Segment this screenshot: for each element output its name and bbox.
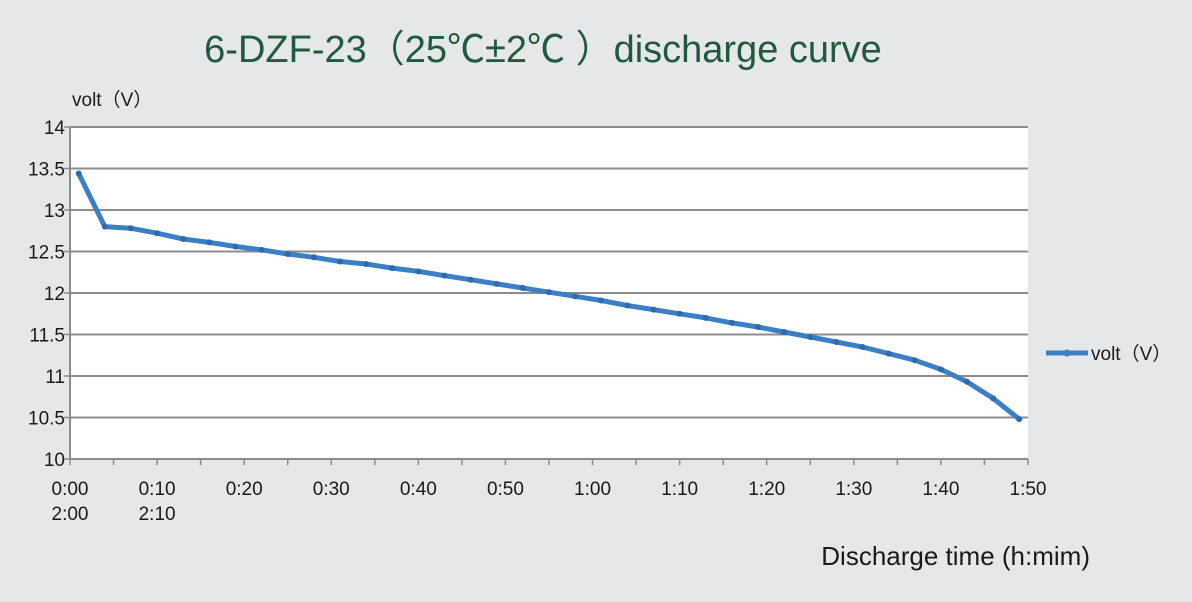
x-tick-label: 0:10: [139, 479, 176, 500]
data-point: [676, 310, 683, 317]
y-tick-label: 13.5: [28, 160, 65, 181]
data-point: [781, 329, 788, 336]
x-axis-ticks: 0:00 2:00 0:10 2:10 0:20 0:30 0:40 0:50 1:00 1:10…: [52, 459, 1047, 525]
data-point: [546, 289, 552, 296]
data-point: [467, 276, 474, 283]
data-point: [755, 324, 762, 331]
legend-marker-swatch: [1063, 349, 1071, 357]
data-point: [441, 272, 448, 279]
x-tick-label: 0:50: [487, 479, 524, 500]
x-tick-label: 1:40: [922, 479, 959, 500]
x-tick-label: 1:20: [748, 479, 785, 500]
chart-title: 6-DZF-23（25℃±2℃ ）discharge curve: [204, 29, 882, 71]
data-point: [75, 170, 82, 177]
data-point: [937, 366, 944, 373]
data-point: [127, 225, 134, 232]
data-point: [336, 258, 343, 265]
y-axis-label: volt（V）: [72, 89, 152, 111]
x-tick-sublabel: 2:00: [52, 504, 89, 525]
data-point: [206, 239, 213, 246]
series-layer: [75, 170, 1023, 423]
x-tick-label: 1:50: [1010, 479, 1047, 500]
data-point: [885, 350, 892, 357]
x-tick-sublabel: 2:10: [139, 504, 176, 525]
y-tick-label: 14: [44, 118, 66, 139]
data-point: [964, 378, 971, 385]
data-point: [363, 260, 370, 267]
data-point: [493, 280, 500, 287]
y-tick-label: 10: [44, 450, 65, 471]
data-point: [101, 223, 108, 230]
data-point: [598, 297, 605, 304]
y-tick-label: 12.5: [28, 243, 65, 264]
legend-label: volt（V）: [1091, 343, 1171, 365]
data-point: [833, 338, 840, 345]
data-point: [415, 268, 422, 275]
data-point: [389, 265, 396, 272]
y-tick-label: 12: [44, 284, 65, 305]
data-point: [154, 230, 161, 237]
data-point: [702, 314, 709, 321]
data-point: [232, 243, 239, 250]
data-point: [807, 333, 814, 340]
data-point: [572, 293, 579, 300]
data-point: [624, 302, 631, 309]
data-point: [180, 236, 187, 243]
y-axis-ticks: 10 10.5 11 11.5 12 12.5 13 13.5 14: [28, 118, 70, 471]
y-tick-label: 13: [44, 201, 65, 222]
data-point: [258, 246, 265, 253]
data-point: [284, 250, 291, 257]
x-axis-label: Discharge time (h:mim): [821, 541, 1090, 571]
y-tick-label: 10.5: [28, 409, 65, 430]
data-point: [990, 395, 997, 402]
data-point: [911, 357, 918, 364]
x-tick-label: 1:30: [835, 479, 872, 500]
data-point: [1016, 416, 1023, 423]
x-tick-label: 0:30: [313, 479, 350, 500]
y-tick-label: 11.5: [29, 326, 65, 347]
x-tick-label: 0:00: [52, 479, 89, 500]
x-tick-label: 1:10: [661, 479, 698, 500]
y-tick-label: 11: [45, 367, 65, 388]
data-point: [519, 285, 526, 292]
data-point: [650, 306, 657, 313]
legend: volt（V）: [1046, 343, 1171, 365]
data-point: [310, 254, 317, 261]
x-tick-label: 0:20: [226, 479, 263, 500]
data-point: [728, 319, 735, 326]
data-point: [859, 343, 866, 350]
x-tick-label: 0:40: [400, 479, 437, 500]
x-tick-label: 1:00: [574, 479, 611, 500]
